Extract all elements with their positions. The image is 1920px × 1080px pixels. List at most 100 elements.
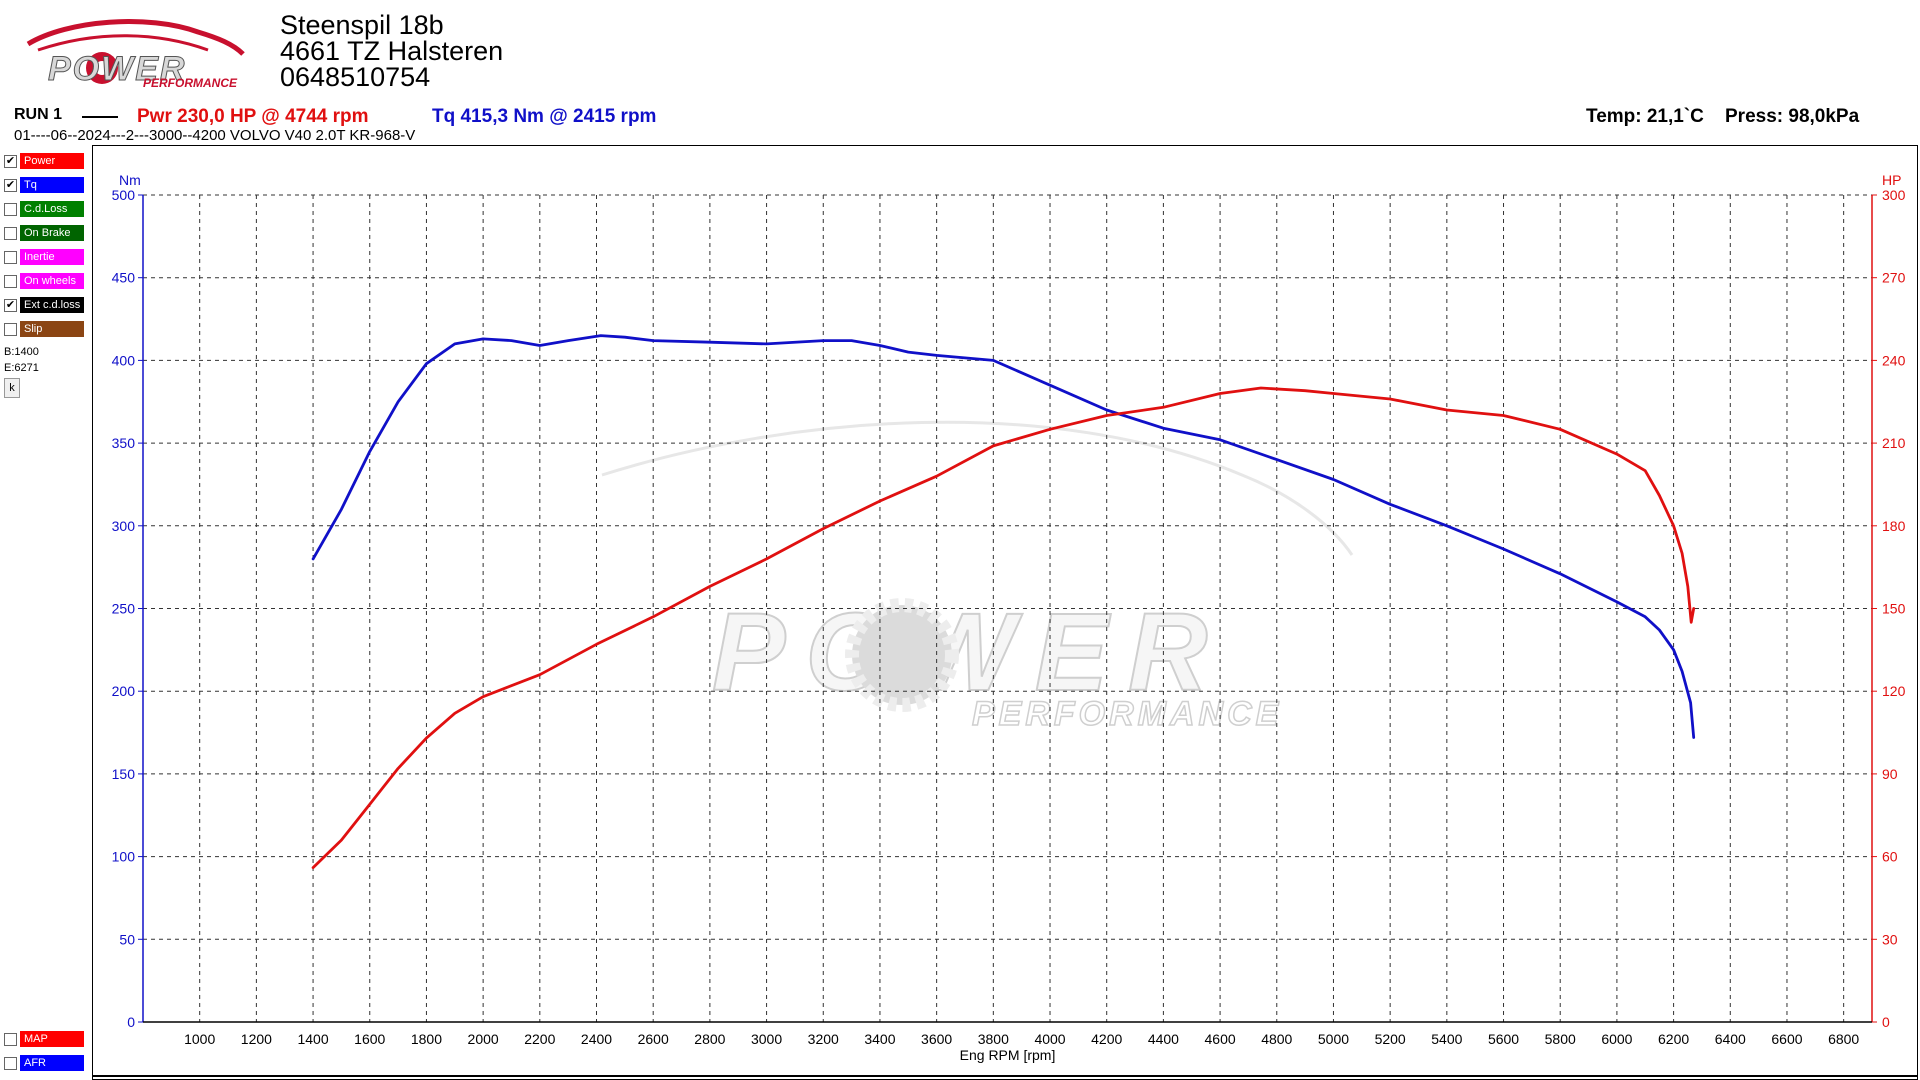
y-left-tick-label: 150 bbox=[112, 766, 136, 782]
x-tick-label: 6000 bbox=[1601, 1031, 1632, 1047]
run-label: RUN 1 bbox=[14, 106, 63, 123]
x-tick-label: 4000 bbox=[1034, 1031, 1065, 1047]
run-info: 01----06--2024---2---3000--4200 VOLVO V4… bbox=[14, 127, 416, 144]
y-right-tick-label: 30 bbox=[1882, 931, 1898, 947]
y-right-tick-label: 150 bbox=[1882, 601, 1906, 617]
x-tick-label: 1400 bbox=[297, 1031, 328, 1047]
x-tick-label: 2600 bbox=[638, 1031, 669, 1047]
k-button[interactable]: k bbox=[4, 378, 20, 398]
legend-label: Tq bbox=[20, 177, 84, 193]
y-right-tick-label: 0 bbox=[1882, 1014, 1890, 1030]
run-line-marker bbox=[82, 116, 118, 118]
x-tick-label: 4600 bbox=[1205, 1031, 1236, 1047]
watermark-text: POWER bbox=[712, 591, 1228, 714]
legend-checkbox[interactable] bbox=[4, 202, 17, 216]
address-line-2: 4661 TZ Halsteren bbox=[280, 36, 504, 66]
y-right-axis-label: HP bbox=[1882, 172, 1901, 188]
legend-checkbox[interactable]: ✔ bbox=[4, 298, 17, 312]
legend-checkbox[interactable] bbox=[4, 322, 17, 336]
legend-checkbox[interactable] bbox=[4, 250, 17, 264]
x-tick-label: 6800 bbox=[1828, 1031, 1859, 1047]
legend-label: On wheels bbox=[20, 273, 84, 289]
x-tick-label: 4400 bbox=[1148, 1031, 1179, 1047]
chart-frame bbox=[92, 145, 1918, 1080]
y-left-axis-label: Nm bbox=[119, 172, 141, 188]
y-right-tick-label: 60 bbox=[1882, 849, 1898, 865]
legend-label: MAP bbox=[20, 1031, 84, 1047]
series-line-tq bbox=[311, 334, 1696, 739]
y-left-tick-label: 0 bbox=[127, 1014, 135, 1030]
watermark-gear-icon bbox=[845, 598, 959, 712]
watermark-car-outline bbox=[601, 420, 1354, 556]
legend-label: C.d.Loss bbox=[20, 201, 84, 217]
y-right-tick-label: 180 bbox=[1882, 518, 1906, 534]
legend-checkbox[interactable] bbox=[4, 274, 17, 288]
x-tick-label: 3800 bbox=[978, 1031, 1009, 1047]
x-tick-label: 5600 bbox=[1488, 1031, 1519, 1047]
x-tick-label: 4200 bbox=[1091, 1031, 1122, 1047]
legend-label: Ext c.d.loss bbox=[20, 297, 84, 313]
legend-checkbox[interactable] bbox=[4, 1056, 17, 1070]
legend-item-afr[interactable]: AFR bbox=[4, 1055, 84, 1071]
legend-item-tq[interactable]: ✔ Tq bbox=[4, 177, 84, 193]
legend-item-map[interactable]: MAP bbox=[4, 1031, 84, 1047]
legend-item-slip[interactable]: Slip bbox=[4, 321, 84, 337]
y-left-tick-label: 350 bbox=[112, 435, 136, 451]
x-tick-label: 3600 bbox=[921, 1031, 952, 1047]
x-tick-label: 6200 bbox=[1658, 1031, 1689, 1047]
legend-item-on-wheels[interactable]: On wheels bbox=[4, 273, 84, 289]
legend-label: AFR bbox=[20, 1055, 84, 1071]
legend-label: Power bbox=[20, 153, 84, 169]
x-tick-label: 3000 bbox=[751, 1031, 782, 1047]
logo-text: POWER bbox=[47, 50, 187, 89]
y-left-tick-label: 100 bbox=[112, 849, 136, 865]
address-line-1: Steenspil 18b bbox=[280, 10, 444, 40]
legend-checkbox[interactable]: ✔ bbox=[4, 154, 17, 168]
x-tick-label: 2200 bbox=[524, 1031, 555, 1047]
legend-checkbox[interactable]: ✔ bbox=[4, 178, 17, 192]
y-left-tick-label: 250 bbox=[112, 601, 136, 617]
x-tick-label: 1200 bbox=[241, 1031, 272, 1047]
legend-checkbox[interactable] bbox=[4, 226, 17, 240]
x-tick-label: 6400 bbox=[1715, 1031, 1746, 1047]
x-tick-label: 3400 bbox=[864, 1031, 895, 1047]
x-tick-label: 1000 bbox=[184, 1031, 215, 1047]
x-tick-label: 2800 bbox=[694, 1031, 725, 1047]
press-readout: Press: 98,0kPa bbox=[1725, 106, 1860, 127]
bottom-divider bbox=[92, 1075, 1918, 1077]
legend-label: On Brake bbox=[20, 225, 84, 241]
x-tick-label: 1800 bbox=[411, 1031, 442, 1047]
legend-label: Slip bbox=[20, 321, 84, 337]
x-axis-label: Eng RPM [rpm] bbox=[960, 1047, 1056, 1063]
y-left-tick-label: 50 bbox=[119, 931, 135, 947]
legend-item-on-brake[interactable]: On Brake bbox=[4, 225, 84, 241]
address-line-3: 0648510754 bbox=[280, 62, 431, 92]
legend-item-inertie[interactable]: Inertie bbox=[4, 249, 84, 265]
begin-rpm: B:1400 bbox=[4, 346, 39, 358]
legend-item-c-d-loss[interactable]: C.d.Loss bbox=[4, 201, 84, 217]
x-tick-label: 5400 bbox=[1431, 1031, 1462, 1047]
x-tick-label: 4800 bbox=[1261, 1031, 1292, 1047]
logo-car-icon bbox=[26, 19, 245, 84]
logo-subtext: PERFORMANCE bbox=[143, 76, 238, 90]
x-tick-label: 1600 bbox=[354, 1031, 385, 1047]
y-right-tick-label: 300 bbox=[1882, 187, 1906, 203]
legend-item-ext-c-d-loss[interactable]: ✔ Ext c.d.loss bbox=[4, 297, 84, 313]
x-tick-label: 5200 bbox=[1375, 1031, 1406, 1047]
x-tick-label: 5800 bbox=[1545, 1031, 1576, 1047]
x-tick-label: 5000 bbox=[1318, 1031, 1349, 1047]
y-left-tick-label: 200 bbox=[112, 683, 136, 699]
temp-readout: Temp: 21,1`C bbox=[1586, 106, 1704, 127]
x-tick-label: 2000 bbox=[468, 1031, 499, 1047]
torque-summary: Tq 415,3 Nm @ 2415 rpm bbox=[432, 106, 657, 127]
legend-checkbox[interactable] bbox=[4, 1032, 17, 1046]
y-left-tick-label: 500 bbox=[112, 187, 136, 203]
legend-label: Inertie bbox=[20, 249, 84, 265]
legend-item-power[interactable]: ✔ Power bbox=[4, 153, 84, 169]
end-rpm: E:6271 bbox=[4, 362, 39, 374]
y-right-tick-label: 120 bbox=[1882, 683, 1906, 699]
x-tick-label: 2400 bbox=[581, 1031, 612, 1047]
y-left-tick-label: 400 bbox=[112, 352, 136, 368]
